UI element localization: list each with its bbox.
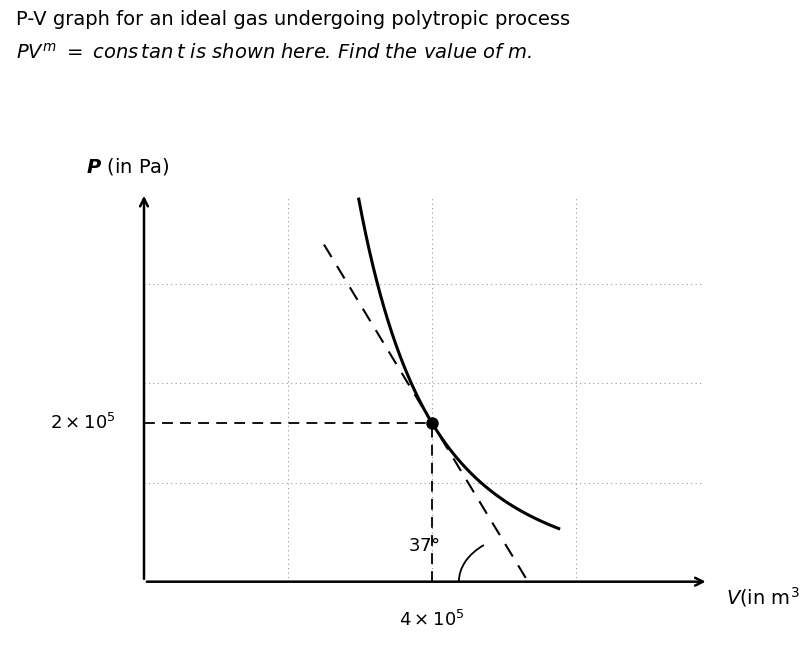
Text: $PV^{m}$ $=$ $cons\,tan\,t$ is shown here. Find the value of m.: $PV^{m}$ $=$ $cons\,tan\,t$ is shown her… <box>16 43 532 63</box>
Text: $\bfit{P}$ (in Pa): $\bfit{P}$ (in Pa) <box>86 156 170 177</box>
Text: $37°$: $37°$ <box>408 537 441 555</box>
Text: $4\times10^5$: $4\times10^5$ <box>399 609 465 629</box>
Text: $V$(in m$^3$): $V$(in m$^3$) <box>726 586 800 609</box>
Text: P-V graph for an ideal gas undergoing polytropic process: P-V graph for an ideal gas undergoing po… <box>16 10 570 29</box>
Text: $2\times10^5$: $2\times10^5$ <box>50 413 115 433</box>
